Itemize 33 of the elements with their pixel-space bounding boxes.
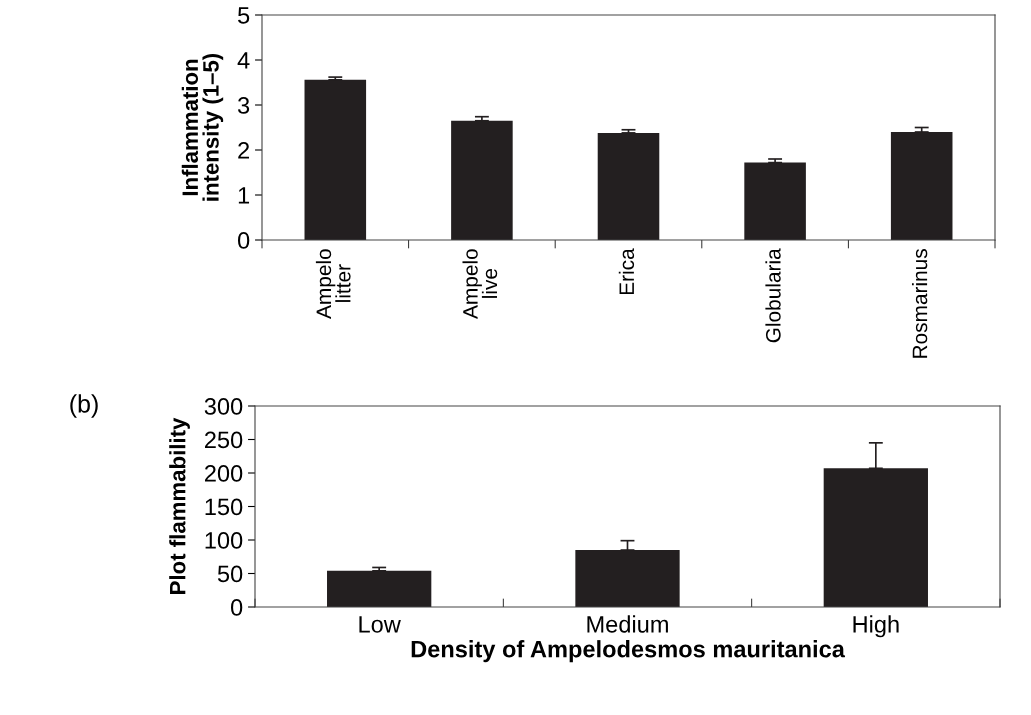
y-tick-label: 250: [204, 431, 243, 449]
y-tick-label: 5: [238, 7, 250, 24]
y-tick-label: 3: [237, 97, 250, 114]
bar: [575, 550, 680, 607]
x-tick-label: Ampelo litter: [315, 249, 351, 319]
x-tick-label: High: [853, 615, 899, 638]
y-tick-label: 0: [230, 599, 243, 616]
bar: [744, 162, 806, 240]
x-tick-label: Globularia: [765, 248, 781, 343]
x-tick-label: Erica: [618, 248, 635, 295]
y-tick-label: 0: [237, 232, 250, 249]
y-tick-label: 300: [204, 398, 243, 415]
y-tick-label: 200: [204, 465, 243, 482]
y-axis-title: Plot flammability: [169, 417, 190, 594]
bar: [451, 120, 513, 240]
y-tick-label: 1: [238, 187, 250, 204]
y-tick-label: 50: [217, 565, 243, 583]
bar: [304, 79, 367, 240]
y-tick-label: 100: [205, 532, 243, 549]
x-tick-label: Rosmarinus: [911, 249, 928, 358]
y-tick-label: 2: [238, 142, 250, 159]
bar: [823, 468, 928, 607]
bar: [890, 132, 953, 240]
bar: [597, 132, 660, 240]
x-tick-label: Medium: [587, 615, 668, 633]
x-axis-title: Density of Ampelodesmos mauritanica: [411, 640, 846, 663]
y-tick-label: 4: [237, 52, 250, 69]
y-tick-label: 150: [205, 498, 243, 516]
bar: [327, 570, 432, 607]
y-axis-title: Inflammation intensity (1–5): [181, 53, 224, 201]
x-tick-label: Ampelo live: [462, 249, 498, 319]
x-tick-label: Low: [359, 616, 401, 633]
text: (b): [70, 394, 98, 418]
